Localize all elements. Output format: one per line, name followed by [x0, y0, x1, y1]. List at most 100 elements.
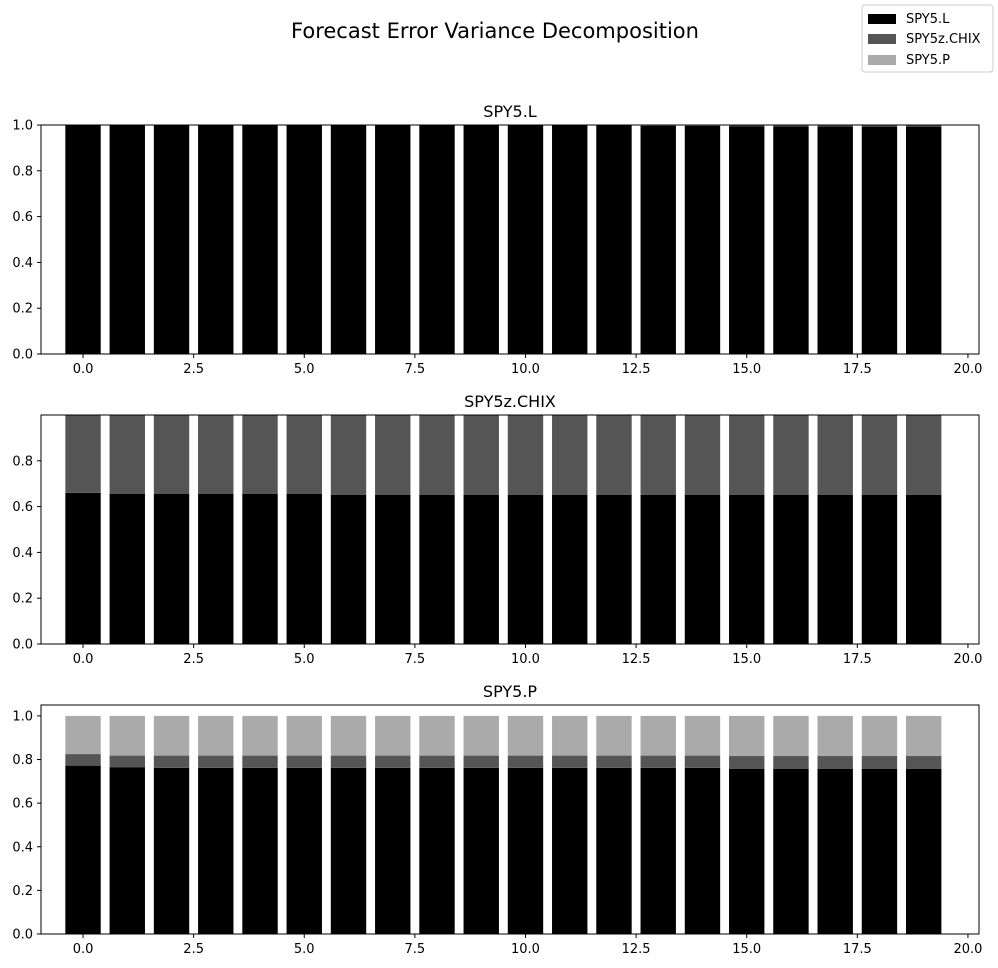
bar-spy5z-chix-9 — [463, 755, 499, 768]
x-tick-label: 15.0 — [732, 362, 761, 377]
bar-spy5-p-4 — [242, 715, 278, 756]
bar-spy5-l-6 — [330, 767, 367, 934]
x-tick-label: 0.0 — [73, 362, 94, 377]
bar-spy5-p-13 — [640, 715, 676, 756]
bar-spy5-l-17 — [817, 768, 853, 934]
y-tick-label: 1.0 — [12, 709, 33, 724]
bar-spy5-l-15 — [729, 126, 765, 355]
y-tick-label: 0.2 — [12, 884, 33, 899]
y-tick-label: 0.8 — [12, 164, 33, 179]
bar-spy5z-chix-10 — [507, 755, 544, 768]
legend-label-spy5-p: SPY5.P — [906, 53, 950, 68]
bar-spy5-l-19 — [905, 126, 942, 354]
bar-spy5-p-2 — [153, 715, 190, 756]
bar-spy5-l-13 — [640, 767, 676, 934]
bar-spy5-l-7 — [375, 494, 411, 644]
subplot-spy5-p: SPY5.P 0.0 2.5 5.0 7.5 10.0 12.5 15.0 17.5 20.0 0.… — [12, 682, 982, 957]
bar-spy5-l-4 — [242, 494, 278, 644]
x-tick-label: 15.0 — [732, 652, 761, 667]
y-tick-label: 0.0 — [12, 638, 33, 653]
bar-spy5-l-1 — [109, 125, 145, 354]
x-tick-label: 12.5 — [622, 652, 651, 667]
x-tick-label: 7.5 — [405, 942, 426, 957]
bar-spy5z-chix-19 — [905, 756, 942, 769]
y-tick-label: 0.2 — [12, 592, 33, 607]
figure-title: Forecast Error Variance Decomposition — [291, 19, 699, 43]
bar-spy5z-chix-13 — [640, 415, 676, 495]
bar-spy5z-chix-18 — [861, 125, 898, 127]
x-tick-label: 10.0 — [511, 942, 540, 957]
bar-spy5-p-18 — [861, 715, 898, 757]
bar-spy5-l-0 — [65, 492, 101, 644]
bar-spy5-l-18 — [861, 768, 898, 934]
x-tick-label: 0.0 — [73, 942, 94, 957]
y-tick-label: 0.0 — [12, 928, 33, 943]
bar-spy5-p-3 — [198, 715, 234, 756]
bar-spy5z-chix-14 — [684, 755, 721, 768]
bar-spy5z-chix-9 — [463, 415, 499, 495]
bar-spy5z-chix-8 — [419, 755, 455, 768]
axes-frame — [40, 414, 980, 645]
bar-spy5z-chix-16 — [773, 756, 809, 769]
bar-spy5z-chix-5 — [286, 415, 322, 495]
bar-spy5-p-9 — [463, 715, 499, 756]
legend-swatch-spy5-p — [868, 55, 896, 65]
bar-spy5-l-5 — [286, 494, 322, 644]
bar-spy5z-chix-18 — [861, 415, 898, 495]
bar-spy5-l-5 — [286, 767, 322, 934]
bar-spy5z-chix-17 — [817, 125, 853, 127]
bar-spy5z-chix-17 — [817, 756, 853, 769]
x-tick-label: 20.0 — [953, 652, 982, 667]
x-tick-label: 2.5 — [183, 362, 204, 377]
x-tick-label: 20.0 — [953, 362, 982, 377]
legend: SPY5.L SPY5z.CHIX SPY5.P — [861, 4, 994, 73]
bar-spy5-l-11 — [552, 125, 588, 354]
bar-spy5-p-16 — [773, 715, 809, 757]
bar-spy5z-chix-3 — [198, 755, 234, 768]
bar-spy5-l-2 — [153, 125, 190, 354]
bar-spy5-l-0 — [65, 765, 101, 934]
x-tick-label: 12.5 — [622, 942, 651, 957]
legend-swatch-spy5-l — [868, 14, 896, 24]
bar-spy5z-chix-0 — [65, 415, 101, 493]
bar-spy5-p-7 — [375, 715, 411, 756]
x-tick-label: 5.0 — [294, 942, 315, 957]
bar-spy5-p-0 — [65, 715, 101, 755]
bar-spy5-l-9 — [463, 125, 499, 354]
bar-spy5z-chix-11 — [552, 755, 588, 768]
x-tick-label: 12.5 — [622, 362, 651, 377]
bar-spy5z-chix-5 — [286, 755, 322, 768]
bar-spy5-l-2 — [153, 767, 190, 934]
bar-spy5-l-18 — [861, 126, 898, 354]
bar-spy5-l-14 — [684, 767, 721, 934]
bar-spy5z-chix-17 — [817, 415, 853, 495]
bar-spy5-l-13 — [640, 494, 676, 644]
bar-spy5z-chix-19 — [905, 125, 942, 127]
axes-frame — [40, 124, 980, 355]
bar-spy5z-chix-10 — [507, 415, 544, 495]
x-tick-label: 20.0 — [953, 942, 982, 957]
bar-spy5-l-8 — [419, 125, 455, 354]
bar-spy5-l-11 — [552, 494, 588, 644]
bar-spy5-l-10 — [507, 767, 544, 934]
bar-spy5-l-16 — [773, 126, 809, 355]
subplot-title: SPY5.L — [483, 102, 536, 121]
bar-spy5z-chix-4 — [242, 415, 278, 495]
x-tick-label: 7.5 — [405, 652, 426, 667]
bar-spy5z-chix-7 — [375, 415, 411, 495]
bar-spy5-l-5 — [286, 125, 322, 354]
legend-label-spy5-l: SPY5.L — [906, 12, 950, 27]
bar-spy5-l-4 — [242, 125, 278, 354]
y-tick-label: 0.6 — [12, 210, 33, 225]
bar-spy5-l-14 — [684, 125, 721, 354]
x-tick-label: 7.5 — [405, 362, 426, 377]
bar-spy5-l-17 — [817, 126, 853, 355]
bar-spy5z-chix-14 — [684, 415, 721, 495]
bar-spy5-p-11 — [552, 715, 588, 756]
x-tick-label: 2.5 — [183, 652, 204, 667]
bar-spy5-p-8 — [419, 715, 455, 756]
bar-spy5-l-3 — [198, 767, 234, 934]
bar-spy5-l-10 — [507, 125, 544, 354]
bar-spy5-l-12 — [596, 125, 632, 354]
axes-frame — [40, 704, 980, 935]
